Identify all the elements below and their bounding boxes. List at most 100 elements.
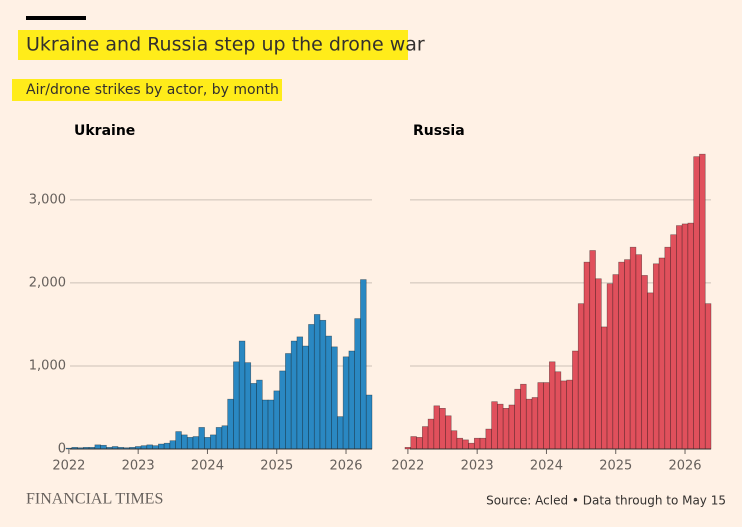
bar: [502, 408, 510, 450]
y-tick-label: 3,000: [29, 192, 66, 207]
bar: [704, 303, 712, 450]
x-tick-label: 2023: [122, 459, 155, 474]
bar: [497, 403, 504, 450]
bar: [273, 390, 280, 450]
bar: [433, 405, 440, 450]
x-tick-label: 2026: [668, 459, 701, 474]
bar: [664, 246, 671, 450]
bar: [450, 430, 458, 450]
bar: [238, 340, 246, 450]
bar: [186, 437, 194, 450]
bar: [473, 437, 481, 450]
bar: [549, 361, 556, 450]
bar: [410, 436, 417, 450]
bar: [354, 318, 361, 450]
bar: [262, 399, 269, 450]
title-highlight: [18, 30, 408, 60]
panel-title: Ukraine: [74, 123, 135, 139]
bar: [629, 246, 637, 450]
bar: [175, 431, 182, 450]
bar: [583, 261, 591, 450]
bar: [641, 275, 648, 450]
x-tick-label: 2024: [191, 459, 224, 474]
bar: [601, 326, 608, 450]
bar: [427, 418, 435, 450]
bar: [577, 303, 585, 450]
bar: [525, 398, 533, 450]
bar: [422, 426, 429, 450]
bar: [365, 394, 373, 450]
bar: [169, 440, 176, 450]
bar: [325, 335, 332, 450]
bar: [285, 353, 292, 450]
y-tick-label: 0: [58, 442, 66, 457]
brand-bar: [26, 16, 86, 20]
bar: [302, 345, 309, 450]
bar: [520, 383, 527, 450]
bar: [462, 439, 469, 450]
bar: [676, 225, 683, 450]
bar: [658, 257, 666, 450]
bar: [296, 336, 304, 450]
bar: [670, 234, 677, 450]
bar: [439, 408, 446, 450]
bar: [244, 362, 252, 450]
bar: [94, 444, 101, 450]
bar: [221, 425, 228, 450]
x-tick-label: 2025: [599, 459, 632, 474]
bar: [554, 371, 562, 450]
bar: [313, 314, 321, 450]
bar: [635, 254, 643, 450]
panel-title: Russia: [413, 123, 465, 139]
bar: [543, 382, 550, 450]
bar: [699, 153, 706, 450]
bar: [416, 437, 423, 450]
bar: [612, 274, 619, 450]
bar: [215, 427, 223, 450]
bar: [693, 156, 700, 450]
bar: [508, 404, 515, 450]
bar: [624, 259, 631, 450]
bar: [337, 416, 344, 450]
bar: [360, 279, 367, 450]
bar: [250, 383, 257, 450]
bar: [445, 415, 452, 450]
bar: [210, 434, 217, 450]
bar: [491, 401, 498, 450]
subtitle-highlight: [12, 79, 282, 101]
bar: [181, 434, 188, 450]
bar: [192, 436, 200, 450]
x-tick-label: 2024: [530, 459, 563, 474]
x-tick-label: 2026: [329, 459, 362, 474]
bar: [348, 350, 355, 450]
bar: [595, 278, 602, 450]
bar: [204, 437, 211, 450]
bar: [100, 444, 107, 450]
bar: [681, 223, 689, 450]
y-tick-label: 2,000: [29, 275, 66, 290]
bar: [537, 382, 544, 450]
bar: [456, 437, 464, 450]
bar: [618, 261, 625, 450]
bar: [589, 250, 596, 450]
bar: [468, 442, 475, 450]
title: Ukraine and Russia step up the drone war: [26, 34, 425, 56]
bar: [233, 361, 240, 450]
bar: [331, 346, 338, 450]
bar: [404, 447, 412, 450]
bar: [267, 399, 275, 450]
bar: [531, 397, 539, 450]
x-tick-label: 2022: [391, 459, 424, 474]
bar: [290, 340, 298, 450]
bar: [687, 222, 694, 450]
bar: [198, 427, 205, 450]
bar: [158, 443, 165, 450]
bar: [279, 370, 286, 450]
bar: [606, 283, 614, 450]
x-tick-label: 2025: [260, 459, 293, 474]
bar: [647, 292, 654, 450]
brand: FINANCIAL TIMES: [26, 491, 163, 508]
bar: [485, 428, 492, 450]
